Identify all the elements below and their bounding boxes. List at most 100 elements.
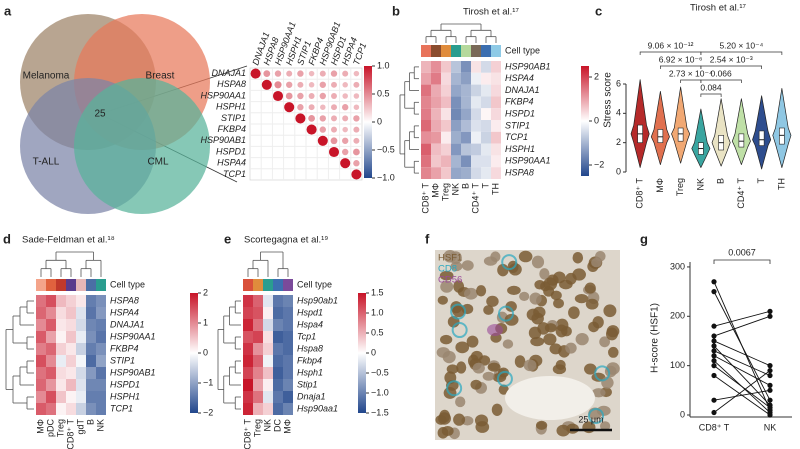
correlation-dot	[353, 115, 360, 122]
nucleus	[455, 341, 470, 354]
heatmap-cell	[431, 84, 441, 97]
heatmap-cell	[283, 343, 293, 355]
correlation-dot	[342, 82, 348, 88]
y-axis-label: H-score (HSF1)	[650, 303, 661, 373]
heatmap-cell	[461, 96, 471, 109]
nucleus	[461, 260, 474, 271]
heatmap-cell	[253, 319, 263, 331]
row-label: Stip1	[297, 379, 318, 389]
heatmap-cell	[56, 367, 66, 379]
nucleus	[555, 359, 566, 371]
nucleus	[543, 277, 558, 291]
heatmap-cell	[96, 319, 106, 331]
correlation-dot	[308, 93, 315, 99]
row-label: TCP1	[505, 132, 528, 142]
heatmap-cell	[481, 155, 491, 168]
heatmap-cell	[66, 367, 76, 379]
box	[738, 133, 745, 148]
row-label: Hsph1	[297, 367, 323, 377]
point	[711, 279, 717, 285]
nucleus	[530, 336, 545, 347]
p-value: 0.066	[710, 68, 732, 78]
y-tick-label: 0	[680, 409, 685, 419]
heatmap-cell	[86, 403, 96, 415]
cd8-cell	[594, 365, 611, 382]
heatmap-cell	[96, 391, 106, 403]
heatmap-cell	[243, 391, 253, 403]
y-tick-label: 2	[616, 137, 621, 147]
nucleus	[498, 384, 509, 395]
point	[767, 387, 773, 393]
heatmap-cell	[471, 84, 481, 97]
x-tick-label: CD8⁺ T	[699, 422, 730, 432]
point	[767, 412, 773, 418]
heatmap-cell	[461, 167, 471, 179]
heatmap-cell	[243, 331, 253, 343]
nucleus	[476, 285, 487, 297]
point	[711, 289, 717, 295]
colorbar-tick-label: −1.0	[371, 387, 389, 397]
x-tick-label: CD8⁺ T	[635, 178, 645, 209]
violin	[731, 98, 751, 166]
heatmap-cell	[66, 379, 76, 391]
column-label: B	[460, 183, 470, 189]
nucleus	[584, 363, 597, 375]
heatmap-cell	[481, 131, 491, 144]
row-label: HSPD1	[505, 108, 535, 118]
heatmap-cell	[66, 355, 76, 367]
nucleus	[591, 388, 606, 398]
correlation-dot	[342, 115, 349, 122]
nucleus	[575, 332, 589, 346]
correlation-dot	[331, 93, 337, 99]
heatmap-cell	[66, 391, 76, 403]
chart-title: Tirosh et al.¹⁷	[690, 3, 746, 14]
point	[767, 372, 773, 379]
pair-line	[713, 389, 771, 401]
heatmap-cell	[451, 131, 461, 144]
heatmap-cell	[283, 391, 293, 403]
correlation-dot	[353, 148, 360, 156]
heatmap-cell	[421, 108, 431, 120]
pair-line	[713, 365, 771, 408]
heatmap-cell	[273, 391, 283, 403]
heatmap-cell	[36, 319, 46, 331]
heatmap-cell	[461, 84, 471, 97]
colorbar-tick-label: 0	[203, 347, 208, 357]
nucleus	[533, 306, 546, 318]
significance-bracket	[700, 79, 742, 83]
row-label: DNAJA1	[505, 85, 540, 95]
colorbar-tick-label: 1.0	[371, 307, 384, 317]
column-label: DC	[272, 419, 282, 432]
nucleus	[588, 321, 600, 333]
heatmap-cell	[66, 307, 76, 319]
heatmap-cell	[491, 108, 501, 120]
heatmap-cell	[76, 319, 86, 331]
correlation-dot	[272, 90, 284, 102]
chart-title: Sade-Feldman et al.¹⁸	[22, 235, 115, 246]
nucleus	[574, 294, 589, 304]
p-value: 2.73 × 10⁻⁴	[669, 68, 713, 78]
heatmap-cell	[46, 295, 56, 307]
nucleus	[537, 322, 550, 335]
heatmap-cell	[421, 155, 431, 168]
nucleus	[456, 361, 467, 374]
heatmap-cell	[86, 343, 96, 355]
point	[711, 333, 717, 339]
row-label: Fkbp4	[297, 355, 322, 365]
heatmap-cell	[451, 120, 461, 132]
nucleus	[529, 292, 542, 305]
pair-line	[713, 370, 771, 413]
heatmap-cell	[421, 120, 431, 132]
correlation-dot	[297, 92, 304, 100]
heatmap-cell	[263, 319, 273, 331]
heatmap-cell	[46, 355, 56, 367]
heatmap-cell	[441, 155, 451, 168]
colorbar	[190, 293, 198, 413]
x-tick-label: TH	[776, 178, 786, 190]
heatmap-cell	[76, 391, 86, 403]
heatmap-cell	[253, 367, 263, 379]
row-label: STIP1	[221, 113, 246, 123]
violin	[650, 90, 670, 166]
correlation-dot	[319, 92, 326, 100]
heatmap-cell	[283, 295, 293, 307]
